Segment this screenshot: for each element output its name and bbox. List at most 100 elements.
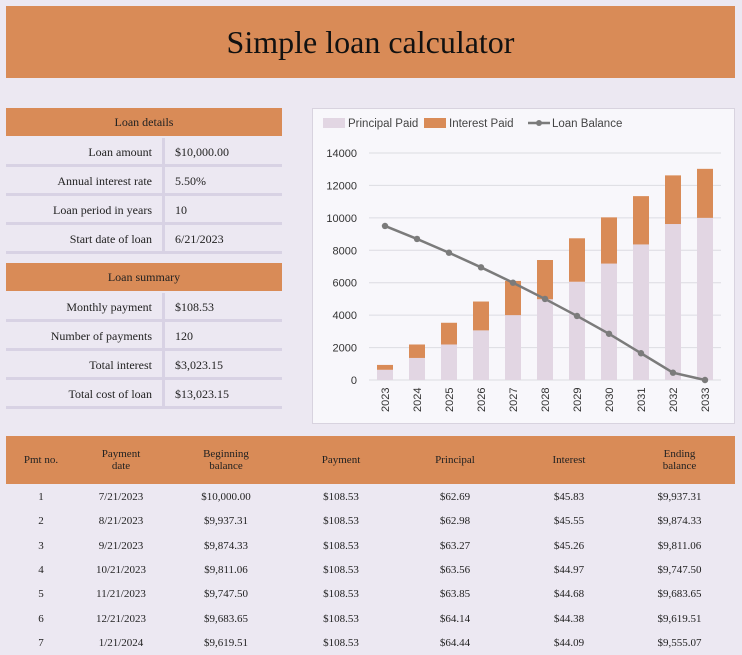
field-label: Start date of loan [69, 232, 152, 246]
loan-balance-point [605, 330, 613, 337]
table-cell: 5 [38, 588, 44, 601]
column-divider [162, 322, 165, 350]
table-cell: $45.55 [553, 515, 585, 528]
table-cell: $108.53 [323, 491, 359, 504]
interest-bar [473, 301, 489, 331]
column-divider [162, 293, 165, 321]
loan-balance-point [445, 249, 453, 256]
field-value[interactable]: 10 [175, 203, 187, 217]
loan-balance-point [413, 235, 421, 243]
field-value[interactable]: 5.50% [175, 174, 206, 188]
table-cell: $9,811.06 [204, 564, 248, 577]
column-divider [162, 380, 165, 408]
y-tick-label: 4000 [333, 310, 357, 322]
interest-bar [601, 217, 617, 264]
row-divider [6, 251, 282, 254]
page-title: Simple loan calculator [226, 23, 515, 60]
table-cell: $9,747.50 [204, 588, 248, 601]
table-cell: $10,000.00 [201, 491, 251, 504]
loan-balance-point [509, 279, 517, 286]
table-cell: $62.98 [439, 515, 471, 528]
row-divider [6, 319, 282, 322]
loan-summary-header: Loan summary [6, 263, 282, 291]
loan-balance-point [541, 295, 549, 303]
principal-bar [601, 263, 617, 380]
table-cell: $44.68 [553, 588, 585, 601]
legend-swatch-marker [536, 120, 542, 126]
field-label: Number of payments [50, 329, 152, 343]
table-cell: $64.14 [439, 612, 471, 625]
interest-bar [441, 322, 457, 345]
column-header: Principal [435, 454, 475, 466]
field-value[interactable]: $13,023.15 [175, 387, 229, 401]
field-label: Total interest [89, 358, 152, 372]
x-tick-label: 2024 [412, 388, 424, 412]
principal-bar [569, 281, 585, 380]
x-tick-label: 2027 [508, 388, 520, 412]
field-label: Monthly payment [66, 300, 152, 314]
row-divider [6, 222, 282, 225]
principal-bar [697, 217, 713, 380]
y-tick-label: 0 [351, 375, 357, 387]
table-cell: 4 [38, 564, 44, 577]
table-cell: 2 [38, 515, 44, 528]
table-cell: $9,811.06 [657, 539, 702, 552]
loan-details-header: Loan details [6, 108, 282, 136]
loan-chart-svg: 0 2000 4000 6000 8000 10000 12000 14000 2023 2024… [323, 118, 721, 412]
table-row: 4 10/21/2023 $9,811.06 $108.53 $63.56 $44.97 $… [6, 558, 735, 582]
loan-details-row: Loan period in years 10 [6, 196, 282, 225]
column-header: Ending balance [662, 448, 697, 472]
column-divider [162, 351, 165, 379]
row-divider [6, 193, 282, 196]
field-value[interactable]: $10,000.00 [175, 145, 229, 159]
table-cell: $9,619.51 [204, 636, 248, 649]
principal-bar [441, 344, 457, 380]
loan-summary-row: Monthly payment $108.53 [6, 293, 282, 322]
interest-bar [697, 168, 713, 218]
table-cell: $63.56 [439, 564, 471, 577]
table-row: 3 9/21/2023 $9,874.33 $108.53 $63.27 $45.26 $9… [6, 534, 735, 558]
loan-details-row: Annual interest rate 5.50% [6, 167, 282, 196]
x-tick-label: 2033 [700, 388, 712, 412]
field-label: Loan amount [88, 145, 152, 159]
row-divider [6, 348, 282, 351]
table-cell: $9,747.50 [657, 564, 702, 577]
table-cell: $44.09 [553, 636, 585, 649]
table-cell: $9,555.07 [657, 636, 702, 649]
legend-label: Loan Balance [552, 118, 622, 130]
field-value[interactable]: 120 [175, 329, 193, 343]
column-header: Pmt no. [23, 454, 59, 466]
table-header: Pmt no. Payment date Beginning balance Paym… [6, 436, 735, 484]
table-cell: $9,874.33 [204, 539, 248, 552]
table-row: 2 8/21/2023 $9,937.31 $108.53 $62.98 $45.55 $9… [6, 509, 735, 533]
y-tick-label: 12000 [326, 180, 357, 192]
column-header: Beginning balance [203, 448, 249, 472]
table-cell: 11/21/2023 [96, 588, 146, 601]
field-value[interactable]: $3,023.15 [175, 358, 223, 372]
interest-bar [665, 175, 681, 225]
field-value[interactable]: 6/21/2023 [175, 232, 224, 246]
y-tick-label: 10000 [326, 213, 357, 225]
interest-bar [537, 260, 553, 300]
table-row: 6 12/21/2023 $9,683.65 $108.53 $64.14 $44.38 $… [6, 606, 735, 630]
table-row: 7 1/21/2024 $9,619.51 $108.53 $64.44 $44.09 $9… [6, 631, 735, 655]
interest-bar [409, 344, 425, 358]
field-label: Annual interest rate [57, 174, 152, 188]
row-divider [6, 164, 282, 167]
table-cell: $9,619.51 [657, 612, 702, 625]
column-header: Interest [552, 454, 586, 466]
table-cell: $9,937.31 [204, 515, 248, 528]
table-cell: 7/21/2023 [98, 491, 144, 504]
table-row: 5 11/21/2023 $9,747.50 $108.53 $63.85 $44.68 $… [6, 582, 735, 606]
table-row: 1 7/21/2023 $10,000.00 $108.53 $62.69 $45.83 $… [6, 485, 735, 509]
column-header: Payment date [101, 448, 141, 472]
field-value[interactable]: $108.53 [175, 300, 214, 314]
table-cell: 7 [38, 636, 44, 649]
table-cell: 6 [38, 612, 44, 625]
loan-summary-row: Total cost of loan $13,023.15 [6, 380, 282, 409]
table-cell: $63.85 [439, 588, 471, 601]
interest-bar [377, 364, 393, 370]
x-tick-label: 2023 [380, 388, 392, 412]
title-banner: Simple loan calculator [6, 6, 735, 78]
principal-bar [377, 369, 393, 380]
